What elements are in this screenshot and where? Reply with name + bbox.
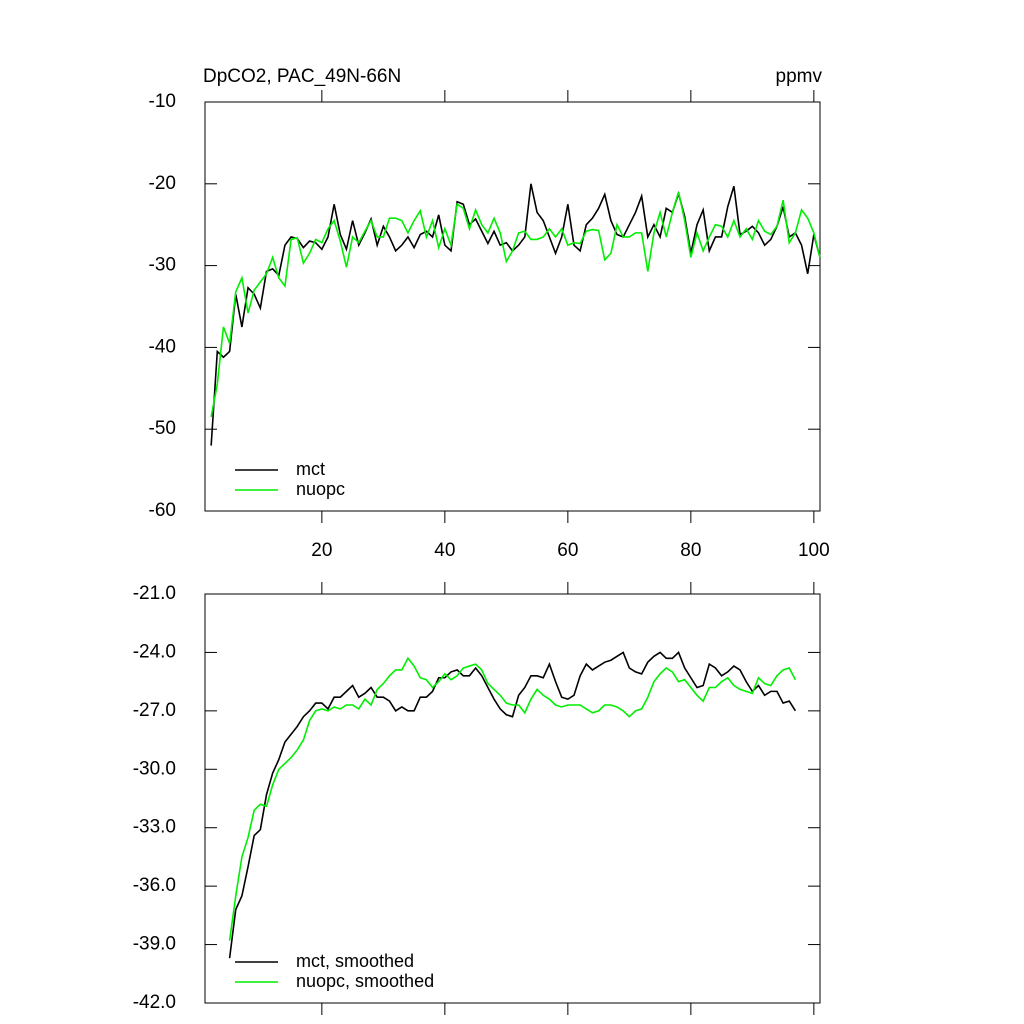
y-tick-label: -30 (149, 255, 176, 276)
y-tick-label: -39.0 (133, 934, 176, 955)
y-tick-label: -36.0 (133, 875, 176, 896)
legend-label: nuopc (296, 479, 345, 499)
data-line (210, 191, 821, 418)
x-tick-label: 60 (557, 540, 578, 561)
x-tick-label: 100 (798, 540, 830, 561)
legend-label: nuopc, smoothed (296, 971, 434, 991)
y-tick-label: -24.0 (133, 641, 176, 662)
y-tick-label: -40 (149, 336, 176, 357)
y-tick-label: -33.0 (133, 817, 176, 838)
y-tick-label: -60 (149, 500, 176, 521)
chart-title: DpCO2, PAC_49N-66N (203, 66, 401, 87)
data-line (228, 656, 797, 941)
x-tick-label: 20 (311, 540, 332, 561)
y-tick-label: -42.0 (133, 992, 176, 1013)
legend-label: mct, smoothed (296, 951, 414, 971)
y-tick-label: -10 (149, 91, 176, 112)
x-tick-label: 40 (434, 540, 455, 561)
plot-frame (204, 593, 821, 1004)
plot-frame (204, 101, 821, 512)
x-tick-label: 80 (680, 540, 701, 561)
units-label: ppmv (776, 66, 823, 87)
legend-label: mct (296, 459, 325, 479)
data-line (228, 651, 797, 959)
y-tick-label: -30.0 (133, 758, 176, 779)
y-tick-label: -21.0 (133, 583, 176, 604)
y-tick-label: -50 (149, 418, 176, 439)
y-tick-label: -20 (149, 173, 176, 194)
y-tick-label: -27.0 (133, 700, 176, 721)
data-line (210, 183, 821, 446)
